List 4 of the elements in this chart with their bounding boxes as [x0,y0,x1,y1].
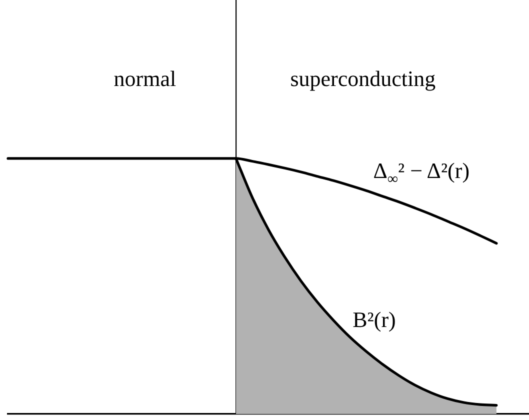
text: superconducting [290,66,436,91]
text: normal [114,66,176,91]
series-label: Δ$_{∞}$² − Δ²(r) [373,158,470,188]
series-label: B²(r) [352,307,396,332]
